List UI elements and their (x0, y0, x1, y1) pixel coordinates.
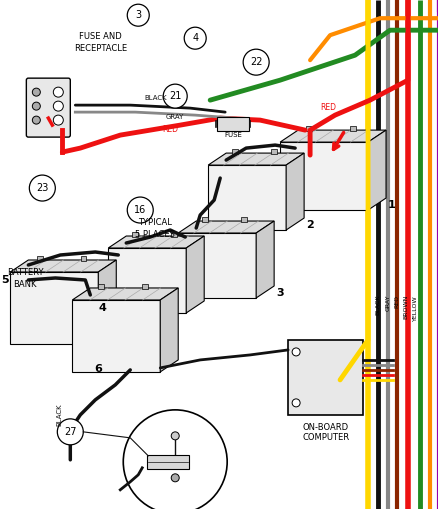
Text: 2: 2 (305, 220, 313, 230)
Text: 16: 16 (134, 205, 146, 215)
Polygon shape (72, 300, 160, 372)
Circle shape (163, 84, 187, 108)
Circle shape (291, 399, 300, 407)
Circle shape (32, 116, 40, 124)
Text: 4: 4 (98, 303, 106, 313)
Polygon shape (286, 153, 304, 230)
FancyBboxPatch shape (201, 217, 208, 222)
FancyBboxPatch shape (147, 455, 189, 469)
Polygon shape (367, 130, 385, 210)
FancyBboxPatch shape (98, 284, 104, 289)
Circle shape (127, 4, 149, 26)
Polygon shape (178, 221, 273, 233)
FancyBboxPatch shape (306, 126, 311, 131)
FancyBboxPatch shape (36, 256, 42, 261)
FancyBboxPatch shape (80, 256, 86, 261)
Circle shape (127, 197, 153, 223)
Text: BLACK: BLACK (56, 404, 62, 426)
Polygon shape (279, 130, 385, 142)
Circle shape (123, 410, 226, 509)
FancyBboxPatch shape (142, 284, 148, 289)
Text: FUSE: FUSE (224, 132, 242, 138)
FancyBboxPatch shape (270, 149, 276, 154)
Text: TYPICAL
5 PLACES: TYPICAL 5 PLACES (135, 218, 175, 239)
Text: RED: RED (319, 103, 336, 112)
Polygon shape (108, 236, 204, 248)
Polygon shape (11, 260, 116, 272)
Polygon shape (72, 288, 178, 300)
Circle shape (32, 88, 40, 96)
Text: 5: 5 (1, 275, 8, 285)
Circle shape (243, 49, 268, 75)
Circle shape (57, 419, 83, 445)
Circle shape (184, 27, 206, 49)
Text: GRAY: GRAY (166, 114, 184, 120)
Text: 3: 3 (135, 10, 141, 20)
Text: 6: 6 (94, 364, 102, 374)
FancyBboxPatch shape (287, 340, 362, 415)
Polygon shape (255, 221, 273, 298)
FancyBboxPatch shape (231, 149, 237, 154)
Text: 21: 21 (169, 91, 181, 101)
FancyBboxPatch shape (170, 232, 177, 237)
Circle shape (53, 87, 63, 97)
Polygon shape (208, 165, 286, 230)
Text: 22: 22 (249, 57, 262, 67)
Polygon shape (160, 288, 178, 372)
FancyBboxPatch shape (132, 232, 138, 237)
Circle shape (171, 474, 179, 482)
Circle shape (291, 348, 300, 356)
Circle shape (53, 115, 63, 125)
FancyBboxPatch shape (217, 117, 249, 131)
Text: BROWN: BROWN (403, 295, 408, 319)
Circle shape (32, 102, 40, 110)
Polygon shape (178, 233, 255, 298)
FancyBboxPatch shape (350, 126, 356, 131)
Text: RED: RED (162, 125, 178, 134)
Text: BLACK: BLACK (144, 95, 166, 101)
FancyBboxPatch shape (26, 78, 70, 137)
Circle shape (53, 101, 63, 111)
Text: GRAY: GRAY (385, 295, 390, 312)
Text: 23: 23 (36, 183, 49, 193)
Circle shape (171, 432, 179, 440)
Polygon shape (208, 153, 304, 165)
Text: 4: 4 (192, 33, 198, 43)
Text: RED: RED (394, 295, 399, 308)
Text: BATTERY
BANK: BATTERY BANK (7, 268, 43, 289)
Polygon shape (279, 142, 367, 210)
Text: 1: 1 (387, 200, 395, 210)
Text: FUSE AND
RECEPTACLE: FUSE AND RECEPTACLE (74, 32, 127, 53)
Text: BLACK: BLACK (374, 295, 380, 316)
Text: 3: 3 (276, 288, 283, 298)
Polygon shape (186, 236, 204, 313)
Polygon shape (108, 248, 186, 313)
Text: YELLOW: YELLOW (412, 295, 417, 321)
FancyBboxPatch shape (240, 217, 246, 222)
Polygon shape (98, 260, 116, 344)
Circle shape (29, 175, 55, 201)
Text: 27: 27 (64, 427, 76, 437)
Polygon shape (11, 272, 98, 344)
Text: ON-BOARD
COMPUTER: ON-BOARD COMPUTER (301, 423, 348, 442)
